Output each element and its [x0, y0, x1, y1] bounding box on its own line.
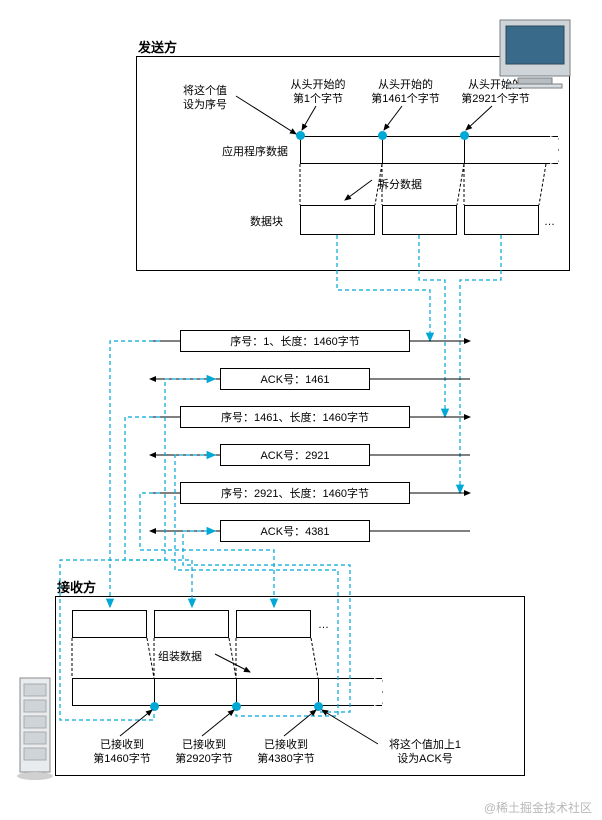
recv-marker-2: 已接收到 第4380字节: [246, 738, 326, 767]
recv-data-bar: [72, 678, 382, 706]
chunk-2: [464, 205, 539, 235]
msg-1: ACK号：1461: [220, 368, 370, 390]
recv-ellipsis: …: [318, 618, 329, 632]
msg-0: 序号：1、长度：1460字节: [180, 330, 410, 352]
chunk-1: [382, 205, 457, 235]
dot-byte-1: [378, 131, 387, 140]
dot-recv-2: [314, 702, 323, 711]
recv-marker-0: 已接收到 第1460字节: [82, 738, 162, 767]
byte-marker-0: 从头开始的 第1个字节: [283, 78, 353, 107]
dot-byte-2: [460, 131, 469, 140]
ack-note: 将这个值加上1 设为ACK号: [370, 738, 480, 767]
msg-4: 序号：2921、长度：1460字节: [180, 482, 410, 504]
sender-title: 发送方: [138, 37, 177, 56]
app-data-bar: [300, 136, 558, 164]
dot-recv-1: [232, 702, 241, 711]
app-data-label: 应用程序数据: [222, 145, 288, 159]
seq-note: 将这个值 设为序号: [170, 84, 240, 113]
chunks-label: 数据块: [250, 215, 283, 229]
byte-marker-1: 从头开始的 第1461个字节: [363, 78, 448, 107]
recv-chunk-1: [154, 610, 229, 638]
msg-3: ACK号：2921: [220, 444, 370, 466]
watermark: @稀土掘金技术社区: [484, 799, 592, 816]
recv-marker-1: 已接收到 第2920字节: [164, 738, 244, 767]
dot-recv-0: [150, 702, 159, 711]
dot-byte-0: [296, 131, 305, 140]
chunk-0: [300, 205, 375, 235]
chunk-ellipsis: …: [544, 215, 555, 229]
recv-chunk-0: [72, 610, 147, 638]
recv-chunk-2: [236, 610, 311, 638]
split-label: 拆分数据: [378, 178, 422, 192]
byte-marker-2: 从头开始的 第2921个字节: [453, 78, 538, 107]
merge-label: 组装数据: [158, 650, 202, 664]
msg-5: ACK号：4381: [220, 520, 370, 542]
receiver-title: 接收方: [57, 577, 96, 596]
msg-2: 序号：1461、长度：1460字节: [180, 406, 410, 428]
